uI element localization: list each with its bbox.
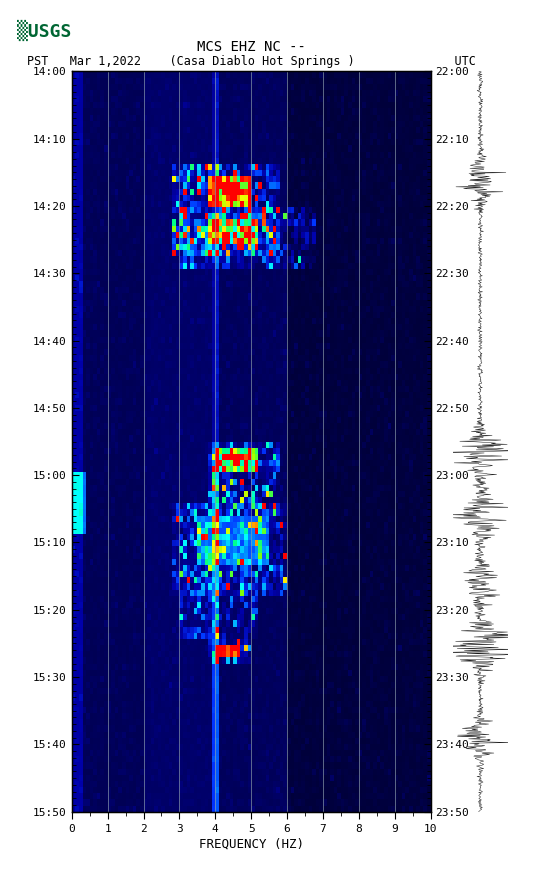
Text: PST   Mar 1,2022    (Casa Diablo Hot Springs )              UTC: PST Mar 1,2022 (Casa Diablo Hot Springs … <box>26 55 476 69</box>
Text: ▒USGS: ▒USGS <box>17 20 71 41</box>
Text: MCS EHZ NC --: MCS EHZ NC -- <box>197 40 306 54</box>
X-axis label: FREQUENCY (HZ): FREQUENCY (HZ) <box>199 838 304 851</box>
